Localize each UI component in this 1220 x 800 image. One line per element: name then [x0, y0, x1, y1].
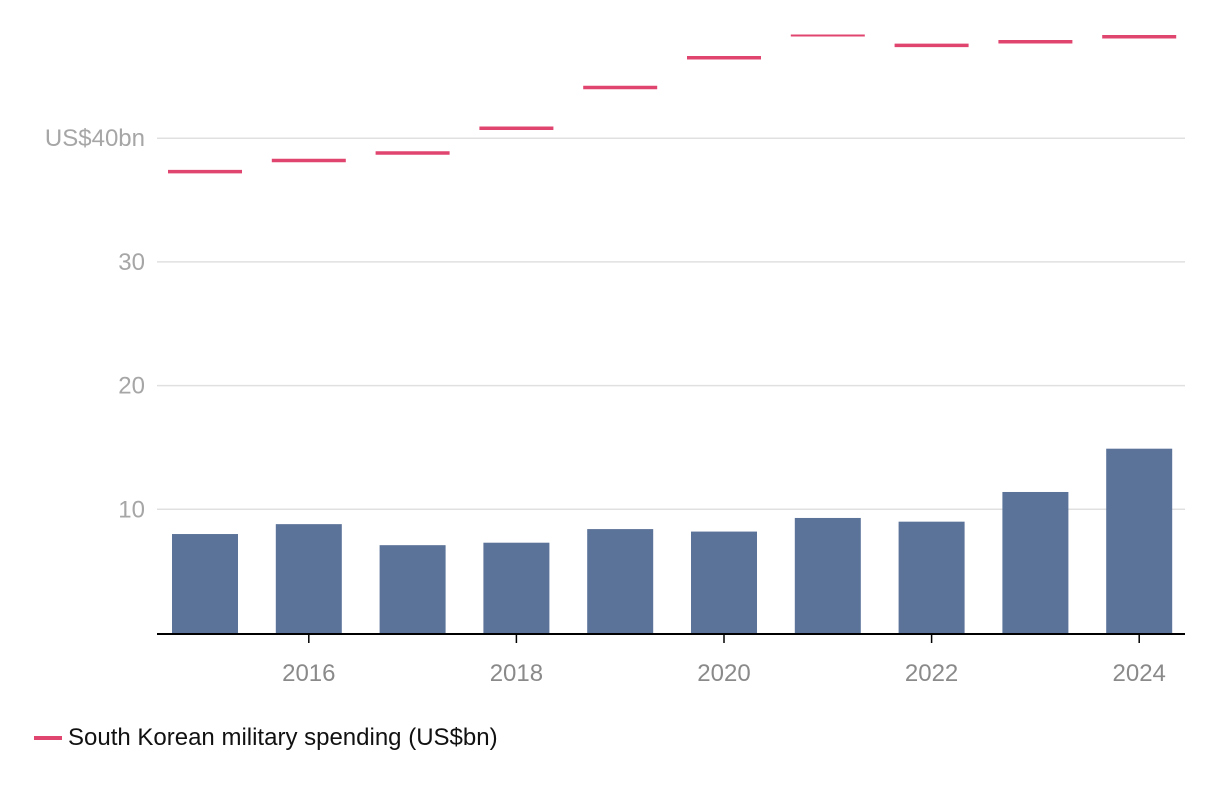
y-axis-tick-labels: US$40bn 30 20 10 [45, 125, 145, 523]
y-tick-label-20: 20 [118, 373, 145, 400]
bar-2024 [1106, 448, 1173, 633]
x-tick-label-2020: 2020 [697, 660, 750, 687]
y-tick-label-30: 30 [118, 249, 145, 276]
legend-label: South Korean military spending (US$bn) [68, 724, 498, 751]
y-tick-label-10: 10 [118, 496, 145, 523]
y-tick-label-40: US$40bn [45, 125, 145, 152]
legend: South Korean military spending (US$bn) [34, 724, 498, 752]
x-axis-ticks: 2016 2018 2020 2022 2024 [282, 634, 1166, 687]
bar-2020 [691, 531, 757, 633]
legend-swatch [34, 736, 62, 740]
x-tick-label-2022: 2022 [905, 660, 958, 687]
bar-2023 [1002, 491, 1069, 633]
bar-2017 [379, 545, 446, 633]
bar-2016 [275, 524, 342, 633]
x-tick-label-2018: 2018 [490, 660, 543, 687]
bar-series [172, 448, 1173, 633]
bar-2015 [172, 534, 238, 633]
spending-marker-series [168, 34, 1177, 174]
grid-lines [157, 137, 1185, 511]
x-tick-label-2016: 2016 [282, 660, 335, 687]
bar-2018 [483, 542, 550, 633]
x-tick-label-2024: 2024 [1113, 660, 1166, 687]
bar-2019 [587, 529, 654, 633]
bar-2021 [794, 517, 861, 633]
bar-2022 [898, 521, 965, 633]
